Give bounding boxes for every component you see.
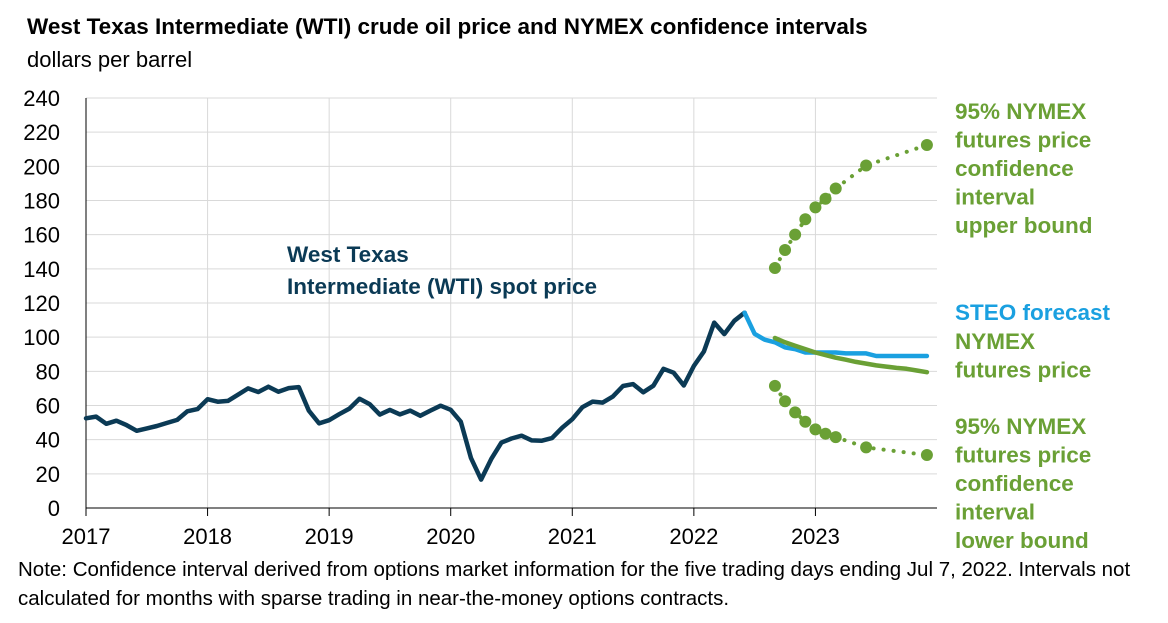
series-line-0: [83, 310, 747, 482]
series-marker: [799, 415, 812, 428]
lower-bound-label-line: confidence: [955, 471, 1074, 496]
chart-title: West Texas Intermediate (WTI) crude oil …: [27, 14, 868, 39]
series-line-4: [772, 383, 929, 457]
series-marker: [809, 423, 822, 436]
series-marker: [789, 406, 802, 419]
y-tick-label: 240: [23, 86, 60, 111]
upper-bound-label-line: upper bound: [955, 213, 1092, 238]
chart-subtitle: dollars per barrel: [27, 47, 193, 72]
y-tick-label: 120: [23, 291, 60, 316]
series-marker: [920, 449, 933, 462]
series-labels: West Texas Intermediate (WTI) spot price 9…: [287, 99, 1111, 553]
wti-series-label: West Texas Intermediate (WTI) spot price: [287, 242, 597, 299]
lower-bound-label-line: interval: [955, 500, 1035, 525]
nymex-futures-label-line: NYMEX: [955, 329, 1035, 354]
x-tick-label: 2022: [669, 524, 718, 549]
x-tick-label: 2021: [548, 524, 597, 549]
series-marker: [809, 201, 822, 214]
upper-bound-label-line: 95% NYMEX: [955, 99, 1086, 124]
lower-bound-label-line: futures price: [955, 443, 1091, 468]
nymex-futures-label: NYMEX futures price: [955, 329, 1091, 383]
upper-bound-label-line: futures price: [955, 128, 1091, 153]
wti-series-label-line: Intermediate (WTI) spot price: [287, 274, 597, 299]
y-tick-label: 0: [48, 496, 60, 521]
series-marker: [860, 159, 873, 172]
lower-bound-label: 95% NYMEX futures price confidence interval…: [955, 414, 1091, 553]
y-tick-label: 20: [36, 462, 60, 487]
y-tick-label: 80: [36, 359, 60, 384]
series-marker: [829, 182, 842, 195]
line-chart: 0 20 40 60 80 100 120 140 160 180 200 220 240 2017 201…: [23, 86, 1111, 553]
series-lines: [83, 138, 933, 482]
y-tick-label: 220: [23, 120, 60, 145]
series-marker: [819, 192, 832, 205]
y-tick-label: 140: [23, 257, 60, 282]
wti-series-label-line: West Texas: [287, 242, 409, 267]
series-marker: [779, 395, 792, 408]
steo-forecast-label: STEO forecast: [955, 300, 1111, 325]
x-tick-label: 2020: [426, 524, 475, 549]
upper-bound-label-line: interval: [955, 185, 1035, 210]
series-marker: [768, 379, 781, 392]
series-line-1: [742, 310, 930, 359]
series-marker: [819, 427, 832, 440]
series-line-3: [772, 143, 929, 270]
series-marker: [860, 441, 873, 454]
y-tick-label: 180: [23, 189, 60, 214]
x-tick-label: 2023: [791, 524, 840, 549]
series-marker: [779, 244, 792, 257]
series-marker: [829, 431, 842, 444]
y-tick-label: 40: [36, 428, 60, 453]
y-tick-label: 200: [23, 154, 60, 179]
x-tick-label: 2019: [305, 524, 354, 549]
x-tick-label: 2018: [183, 524, 232, 549]
y-tick-label: 160: [23, 223, 60, 248]
nymex-futures-label-line: futures price: [955, 358, 1091, 383]
series-marker: [768, 261, 781, 274]
upper-bound-label: 95% NYMEX futures price confidence interval…: [955, 99, 1092, 238]
lower-bound-label-line: lower bound: [955, 528, 1089, 553]
series-marker: [920, 138, 933, 151]
axes: 0 20 40 60 80 100 120 140 160 180 200 220 240 2017 201…: [23, 86, 937, 549]
series-line-2: [772, 335, 930, 375]
lower-bound-label-line: 95% NYMEX: [955, 414, 1086, 439]
y-tick-label: 100: [23, 325, 60, 350]
grid-lines: [85, 97, 937, 509]
series-marker: [799, 213, 812, 226]
chart-note: Note: Confidence interval derived from o…: [18, 558, 1131, 610]
upper-bound-label-line: confidence: [955, 156, 1074, 181]
series-marker: [789, 228, 802, 241]
x-tick-label: 2017: [62, 524, 111, 549]
y-tick-label: 60: [36, 394, 60, 419]
